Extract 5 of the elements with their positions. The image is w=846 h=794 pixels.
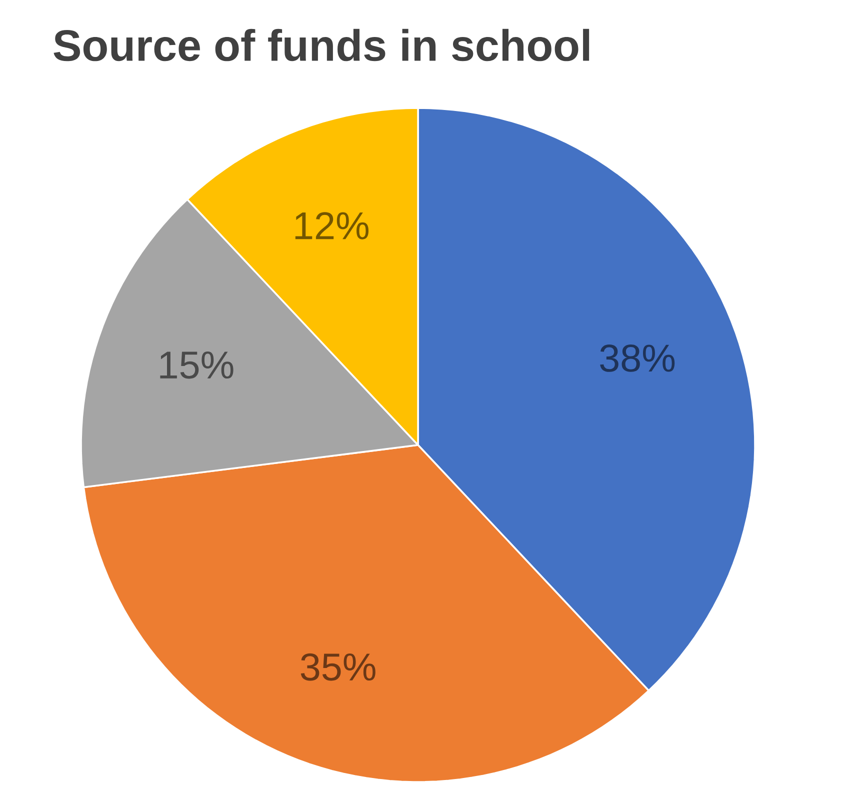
data-label: 35% <box>300 653 376 681</box>
chart-title: Source of funds in school <box>54 28 590 62</box>
data-label: 12% <box>295 212 368 240</box>
data-label: 38% <box>600 344 675 372</box>
data-label: 15% <box>160 352 234 379</box>
